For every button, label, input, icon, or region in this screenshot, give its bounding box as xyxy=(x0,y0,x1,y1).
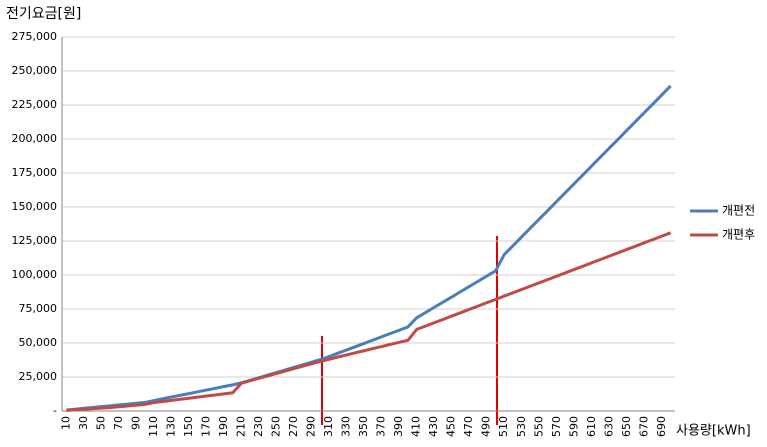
x-tick-label: 10 xyxy=(59,416,72,430)
x-tick-label: 430 xyxy=(427,416,440,437)
x-tick-label: 250 xyxy=(270,416,283,437)
x-tick-label: 230 xyxy=(252,416,265,437)
x-tick-label: 450 xyxy=(445,416,458,437)
x-tick-label: 210 xyxy=(235,416,248,437)
plot: - 25,000 50,000 75,000 100,000 125,000 150,000… xyxy=(12,30,756,437)
x-tick-label: 130 xyxy=(164,416,177,437)
y-tick-label: 275,000 xyxy=(12,30,58,43)
y-axis-label: 전기요금[원] xyxy=(6,6,81,22)
y-tick-label: 175,000 xyxy=(12,166,58,179)
x-tick-label: 610 xyxy=(585,416,598,437)
x-tick-label: 70 xyxy=(112,416,125,430)
x-tick-label: 270 xyxy=(287,416,300,437)
x-tick-label: 630 xyxy=(602,416,615,437)
x-tick-label: 190 xyxy=(217,416,230,437)
x-tick-label: 550 xyxy=(532,416,545,437)
x-tick-label: 590 xyxy=(567,416,580,437)
x-tick-label: 490 xyxy=(480,416,493,437)
x-axis-label: 사용량[kWh] xyxy=(676,424,751,439)
y-tick-label: 125,000 xyxy=(12,234,58,247)
x-tick-label: 410 xyxy=(410,416,423,437)
y-tick-label: 25,000 xyxy=(19,370,58,383)
x-tick-label: 170 xyxy=(199,416,212,437)
y-tick-label: 200,000 xyxy=(12,132,58,145)
legend-label: 개편전 xyxy=(722,204,755,218)
y-tick-label: 225,000 xyxy=(12,98,58,111)
x-tick-label: 30 xyxy=(77,416,90,430)
x-tick-label: 310 xyxy=(322,416,335,437)
y-tick-label: 250,000 xyxy=(12,64,58,77)
x-tick-label: 650 xyxy=(620,416,633,437)
x-tick-label: 350 xyxy=(357,416,370,437)
x-tick-label: 110 xyxy=(147,416,160,437)
x-tick-label: 150 xyxy=(182,416,195,437)
series-line xyxy=(66,231,672,412)
y-tick-label: 75,000 xyxy=(19,302,58,315)
x-tick-label: 510 xyxy=(497,416,510,437)
x-tick-label: 390 xyxy=(392,416,405,437)
x-tick-label: 50 xyxy=(94,416,107,430)
x-tick-label: 290 xyxy=(305,416,318,437)
x-tick-label: 670 xyxy=(637,416,650,437)
x-tick-label: 330 xyxy=(340,416,353,437)
x-tick-label: 90 xyxy=(129,416,142,430)
y-tick-label: - xyxy=(53,404,57,417)
x-tick-label: 690 xyxy=(655,416,668,437)
x-tick-label: 470 xyxy=(462,416,475,437)
x-tick-label: 570 xyxy=(550,416,563,437)
y-tick-label: 100,000 xyxy=(12,268,58,281)
y-tick-label: 150,000 xyxy=(12,200,58,213)
x-tick-label: 530 xyxy=(515,416,528,437)
y-tick-label: 50,000 xyxy=(19,336,58,349)
x-tick-label: 370 xyxy=(375,416,388,437)
legend-label: 개편후 xyxy=(722,228,755,242)
series-line xyxy=(66,84,672,412)
